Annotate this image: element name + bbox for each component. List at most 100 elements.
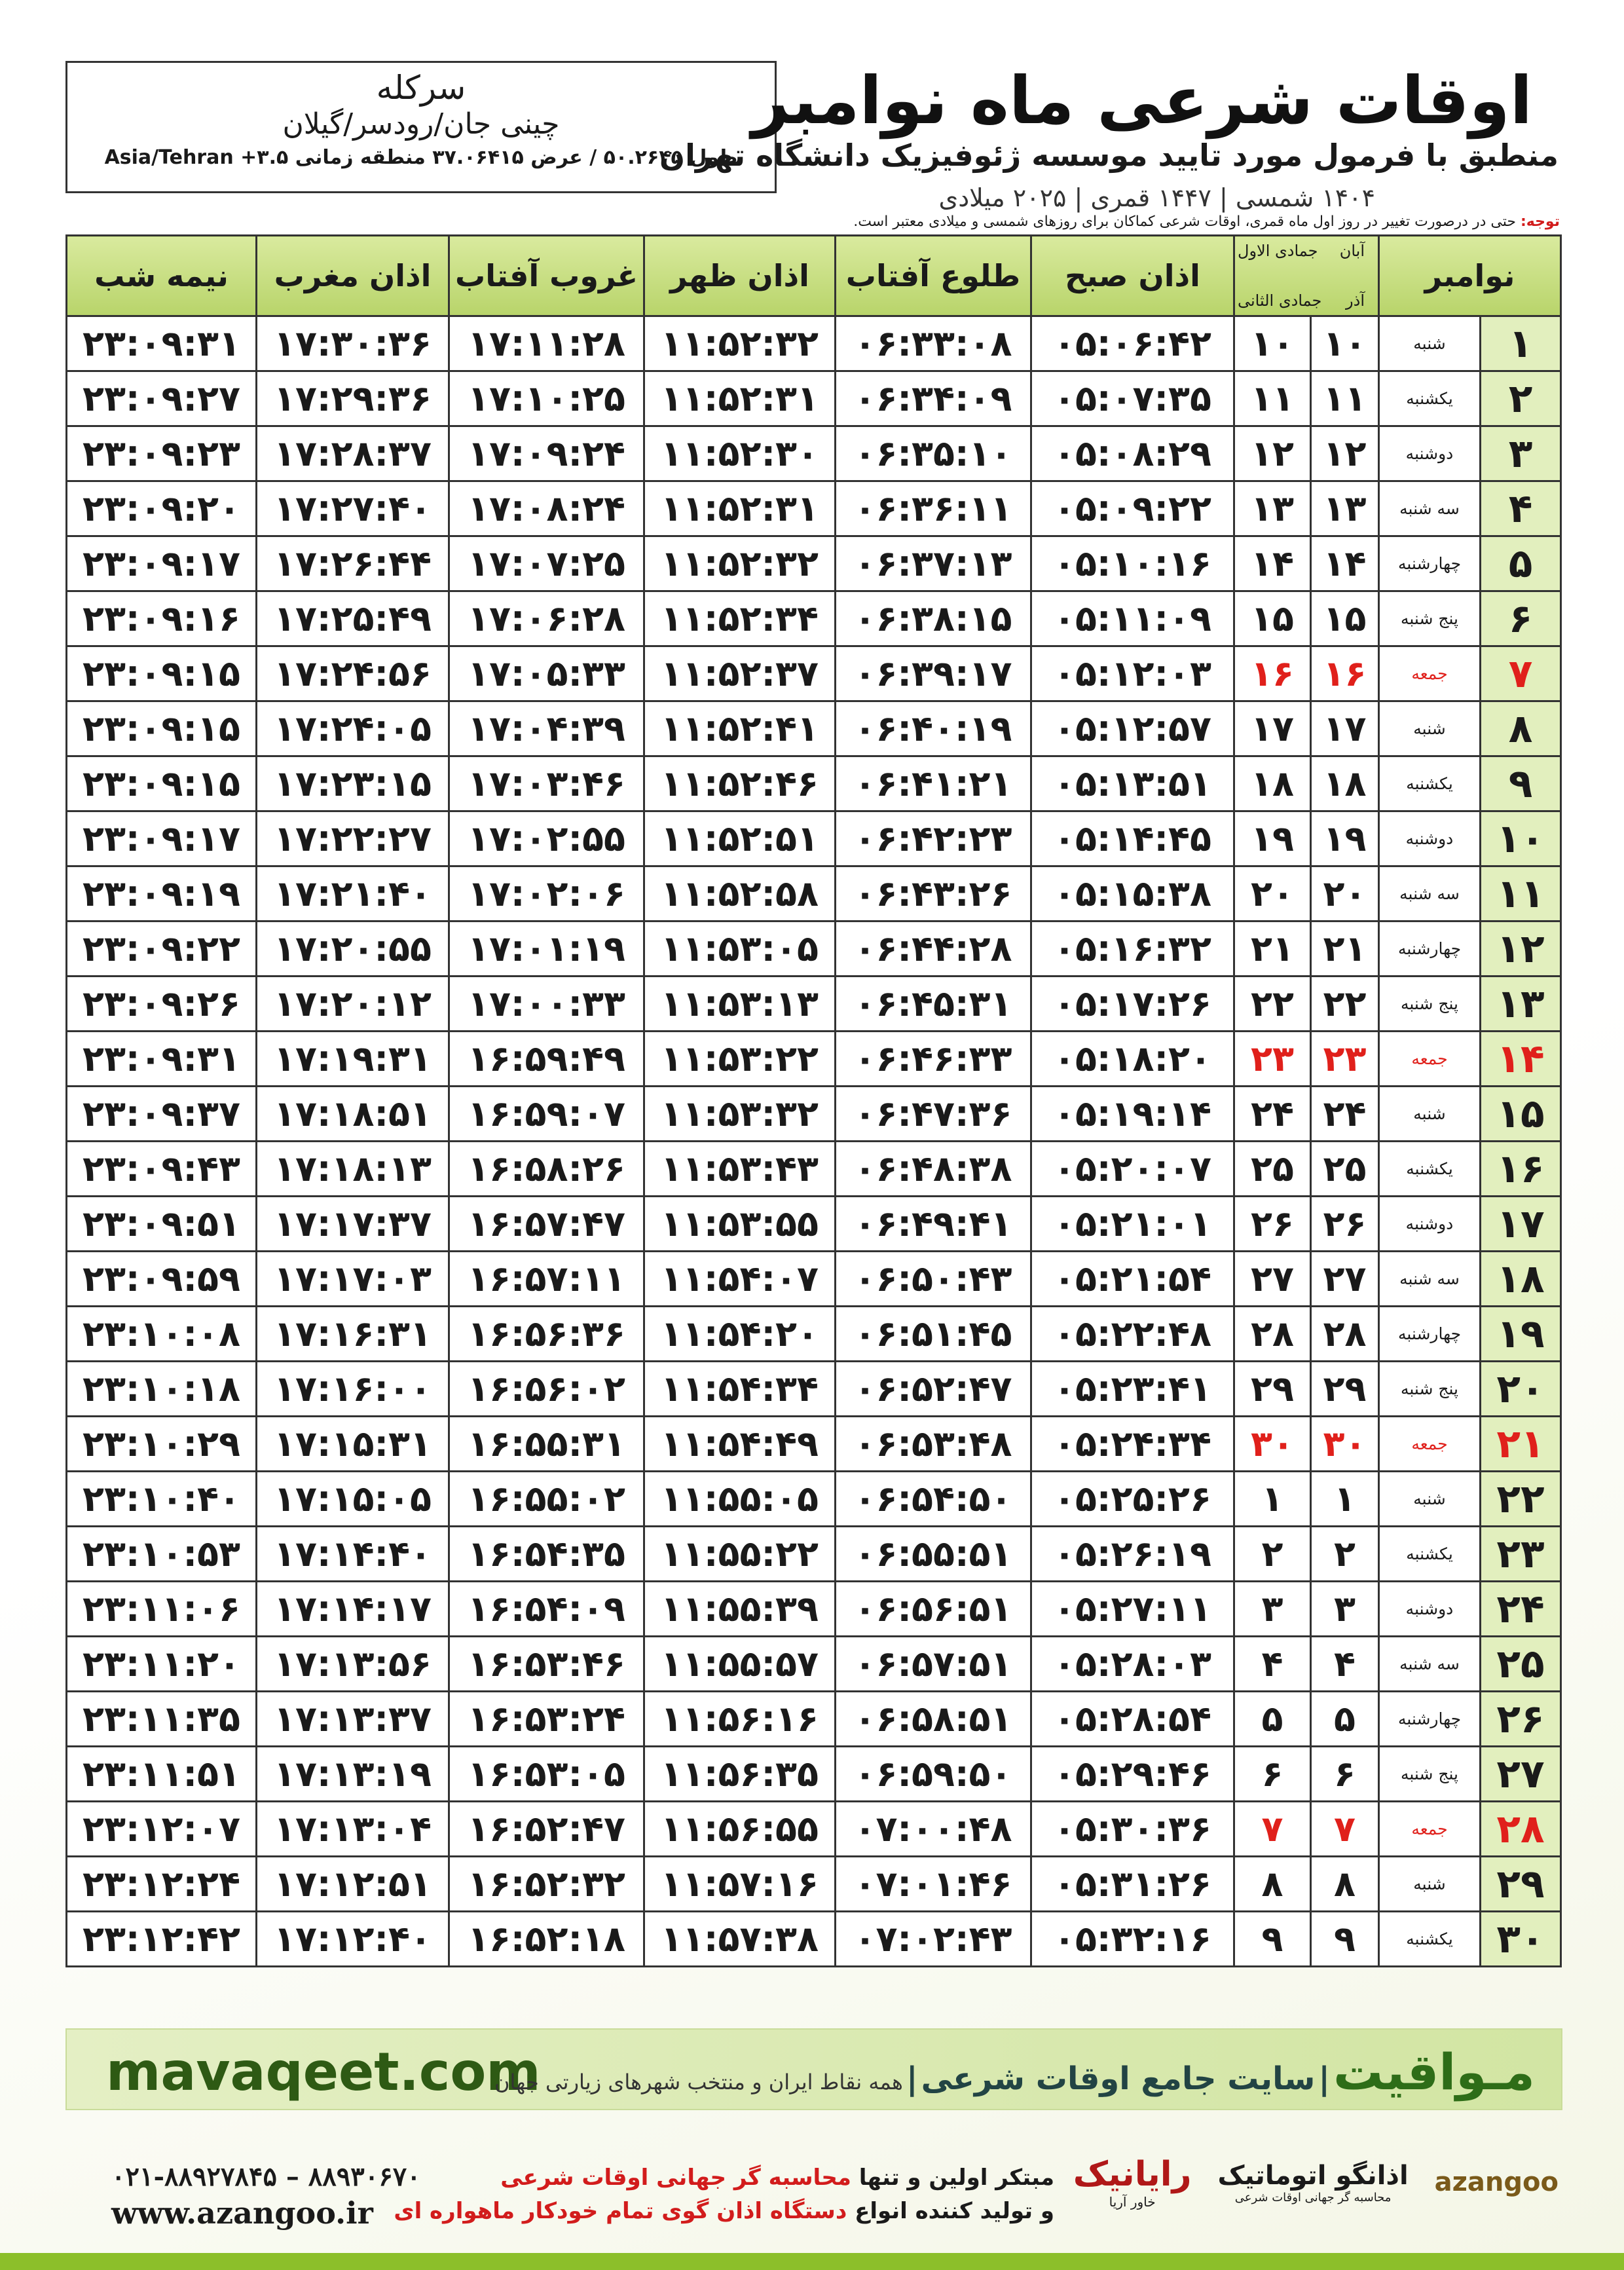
time: ۰۵:۲۱:۰۱ <box>1030 1195 1235 1252</box>
time: ۰۵:۲۲:۴۸ <box>1030 1305 1235 1362</box>
time: ۰۶:۴۴:۲۸ <box>834 920 1032 977</box>
persian-day: ۱۵ <box>1310 590 1380 647</box>
time: ۱۷:۱۵:۳۱ <box>255 1415 450 1472</box>
row: ۲۱ جمعه ۳۰ ۳۰ ۰۵:۲۴:۳۴ ۰۶:۵۳:۴۸ ۱۱:۵۴:۴۹ ۱۶:۵۵:… <box>65 1415 1562 1472</box>
weekday: پنج شنبه <box>1377 975 1482 1032</box>
day: ۱۹ <box>1479 1305 1562 1362</box>
weekday: یکشنبه <box>1377 1140 1482 1197</box>
weekday: شنبه <box>1377 1470 1482 1527</box>
time: ۰۵:۳۰:۳۶ <box>1030 1800 1235 1857</box>
time: ۰۶:۵۵:۵۱ <box>834 1525 1032 1582</box>
hijri-day: ۲۳ <box>1233 1030 1312 1087</box>
time: ۱۷:۰۵:۳۳ <box>448 645 645 702</box>
time: ۱۷:۲۰:۵۵ <box>255 920 450 977</box>
time: ۰۶:۳۶:۱۱ <box>834 480 1032 537</box>
row: ۱۸ سه شنبه ۲۷ ۲۷ ۰۵:۲۱:۵۴ ۰۶:۵۰:۴۳ ۱۱:۵۴:۰۷ ۱۶:… <box>65 1250 1562 1307</box>
time: ۱۷:۱۶:۰۰ <box>255 1360 450 1417</box>
time: ۰۵:۲۹:۴۶ <box>1030 1745 1235 1802</box>
hijri-day: ۲۶ <box>1233 1195 1312 1252</box>
day: ۲۸ <box>1479 1800 1562 1857</box>
time: ۱۷:۰۶:۲۸ <box>448 590 645 647</box>
time: ۰۶:۳۵:۱۰ <box>834 425 1032 482</box>
time: ۲۳:۱۰:۲۹ <box>65 1415 257 1472</box>
hijri-day: ۱۳ <box>1233 480 1312 537</box>
persian-day: ۲۸ <box>1310 1305 1380 1362</box>
hijri-day: ۱۲ <box>1233 425 1312 482</box>
column-header: غروب آفتاب <box>448 234 645 317</box>
hijri-day: ۱۴ <box>1233 535 1312 592</box>
hijri-day: ۶ <box>1233 1745 1312 1802</box>
time: ۱۷:۱۳:۳۷ <box>255 1690 450 1747</box>
time: ۱۷:۱۱:۲۸ <box>448 315 645 372</box>
time: ۱۱:۵۵:۵۷ <box>643 1635 836 1692</box>
hijri-day: ۲ <box>1233 1525 1312 1582</box>
persian-day: ۱ <box>1310 1470 1380 1527</box>
persian-day: ۲۴ <box>1310 1085 1380 1142</box>
day: ۴ <box>1479 480 1562 537</box>
weekday: سه شنبه <box>1377 480 1482 537</box>
logo-sub: خاور آریا <box>1109 2194 1156 2210</box>
time: ۱۷:۱۸:۱۳ <box>255 1140 450 1197</box>
row: ۱ شنبه ۱۰ ۱۰ ۰۵:۰۶:۴۲ ۰۶:۳۳:۰۸ ۱۱:۵۲:۳۲ ۱۷:۱۱:۲… <box>65 315 1562 372</box>
weekday: یکشنبه <box>1377 1525 1482 1582</box>
time: ۱۷:۲۵:۴۹ <box>255 590 450 647</box>
brand: مـواقیت <box>1333 2043 1535 2101</box>
row: ۲۴ دوشنبه ۳ ۳ ۰۵:۲۷:۱۱ ۰۶:۵۶:۵۱ ۱۱:۵۵:۳۹ ۱۶:۵۴:… <box>65 1580 1562 1637</box>
day: ۸ <box>1479 700 1562 757</box>
row: ۲۷ پنج شنبه ۶ ۶ ۰۵:۲۹:۴۶ ۰۶:۵۹:۵۰ ۱۱:۵۶:۳۵ ۱۶:۵… <box>65 1745 1562 1802</box>
time: ۲۳:۱۱:۲۰ <box>65 1635 257 1692</box>
time: ۱۷:۱۵:۰۵ <box>255 1470 450 1527</box>
line: مبتکر اولین و تنها <box>858 2165 1054 2191</box>
logo-sub: محاسبه گر جهانی اوقات شرعی <box>1234 2190 1392 2205</box>
hijri-day: ۲۸ <box>1233 1305 1312 1362</box>
time: ۰۵:۱۶:۳۲ <box>1030 920 1235 977</box>
time: ۱۷:۱۲:۵۱ <box>255 1855 450 1912</box>
time: ۲۳:۱۰:۱۸ <box>65 1360 257 1417</box>
time: ۱۱:۵۶:۵۵ <box>643 1800 836 1857</box>
time: ۱۱:۵۲:۴۶ <box>643 755 836 812</box>
time: ۰۵:۱۲:۰۳ <box>1030 645 1235 702</box>
column-header: اذان صبح <box>1030 234 1235 317</box>
time: ۱۷:۲۴:۵۶ <box>255 645 450 702</box>
weekday: چهارشنبه <box>1377 920 1482 977</box>
persian-day: ۱۱ <box>1310 370 1380 427</box>
time: ۲۳:۰۹:۲۲ <box>65 920 257 977</box>
time: ۰۶:۵۹:۵۰ <box>834 1745 1032 1802</box>
time: ۰۵:۰۹:۲۲ <box>1030 480 1235 537</box>
row: ۲۹ شنبه ۸ ۸ ۰۵:۳۱:۲۶ ۰۷:۰۱:۴۶ ۱۱:۵۷:۱۶ ۱۶:۵۲:۳۲… <box>65 1855 1562 1912</box>
persian-month: آذر <box>1346 291 1365 310</box>
persian-day: ۱۶ <box>1310 645 1380 702</box>
persian-day: ۶ <box>1310 1745 1380 1802</box>
time: ۰۶:۴۰:۱۹ <box>834 700 1032 757</box>
hijri-day: ۲۱ <box>1233 920 1312 977</box>
note-label: توجه: <box>1520 214 1560 230</box>
time: ۱۷:۰۳:۴۶ <box>448 755 645 812</box>
day: ۱ <box>1479 315 1562 372</box>
time: ۲۳:۱۱:۵۱ <box>65 1745 257 1802</box>
persian-day: ۱۴ <box>1310 535 1380 592</box>
time: ۲۳:۰۹:۱۵ <box>65 700 257 757</box>
time: ۱۱:۵۳:۳۲ <box>643 1085 836 1142</box>
hijri-day: ۳۰ <box>1233 1415 1312 1472</box>
time: ۱۷:۱۰:۲۵ <box>448 370 645 427</box>
weekday: چهارشنبه <box>1377 1690 1482 1747</box>
time: ۰۵:۳۱:۲۶ <box>1030 1855 1235 1912</box>
day: ۳ <box>1479 425 1562 482</box>
time: ۱۷:۱۷:۳۷ <box>255 1195 450 1252</box>
time: ۱۱:۵۵:۳۹ <box>643 1580 836 1637</box>
weekday: جمعه <box>1377 1415 1482 1472</box>
weekday: سه شنبه <box>1377 1635 1482 1692</box>
time: ۱۷:۰۷:۲۵ <box>448 535 645 592</box>
day: ۷ <box>1479 645 1562 702</box>
hijri-day: ۱۶ <box>1233 645 1312 702</box>
time: ۰۶:۵۱:۴۵ <box>834 1305 1032 1362</box>
time: ۲۳:۰۹:۲۶ <box>65 975 257 1032</box>
time: ۱۷:۰۲:۰۶ <box>448 865 645 922</box>
row: ۱۶ یکشنبه ۲۵ ۲۵ ۰۵:۲۰:۰۷ ۰۶:۴۸:۳۸ ۱۱:۵۳:۴۳ ۱۶:۵… <box>65 1140 1562 1197</box>
time: ۱۷:۲۴:۰۵ <box>255 700 450 757</box>
time: ۱۱:۵۲:۵۱ <box>643 810 836 867</box>
time: ۲۳:۰۹:۳۱ <box>65 315 257 372</box>
time: ۱۷:۲۲:۲۷ <box>255 810 450 867</box>
time: ۱۱:۵۵:۰۵ <box>643 1470 836 1527</box>
time: ۱۶:۵۲:۳۲ <box>448 1855 645 1912</box>
